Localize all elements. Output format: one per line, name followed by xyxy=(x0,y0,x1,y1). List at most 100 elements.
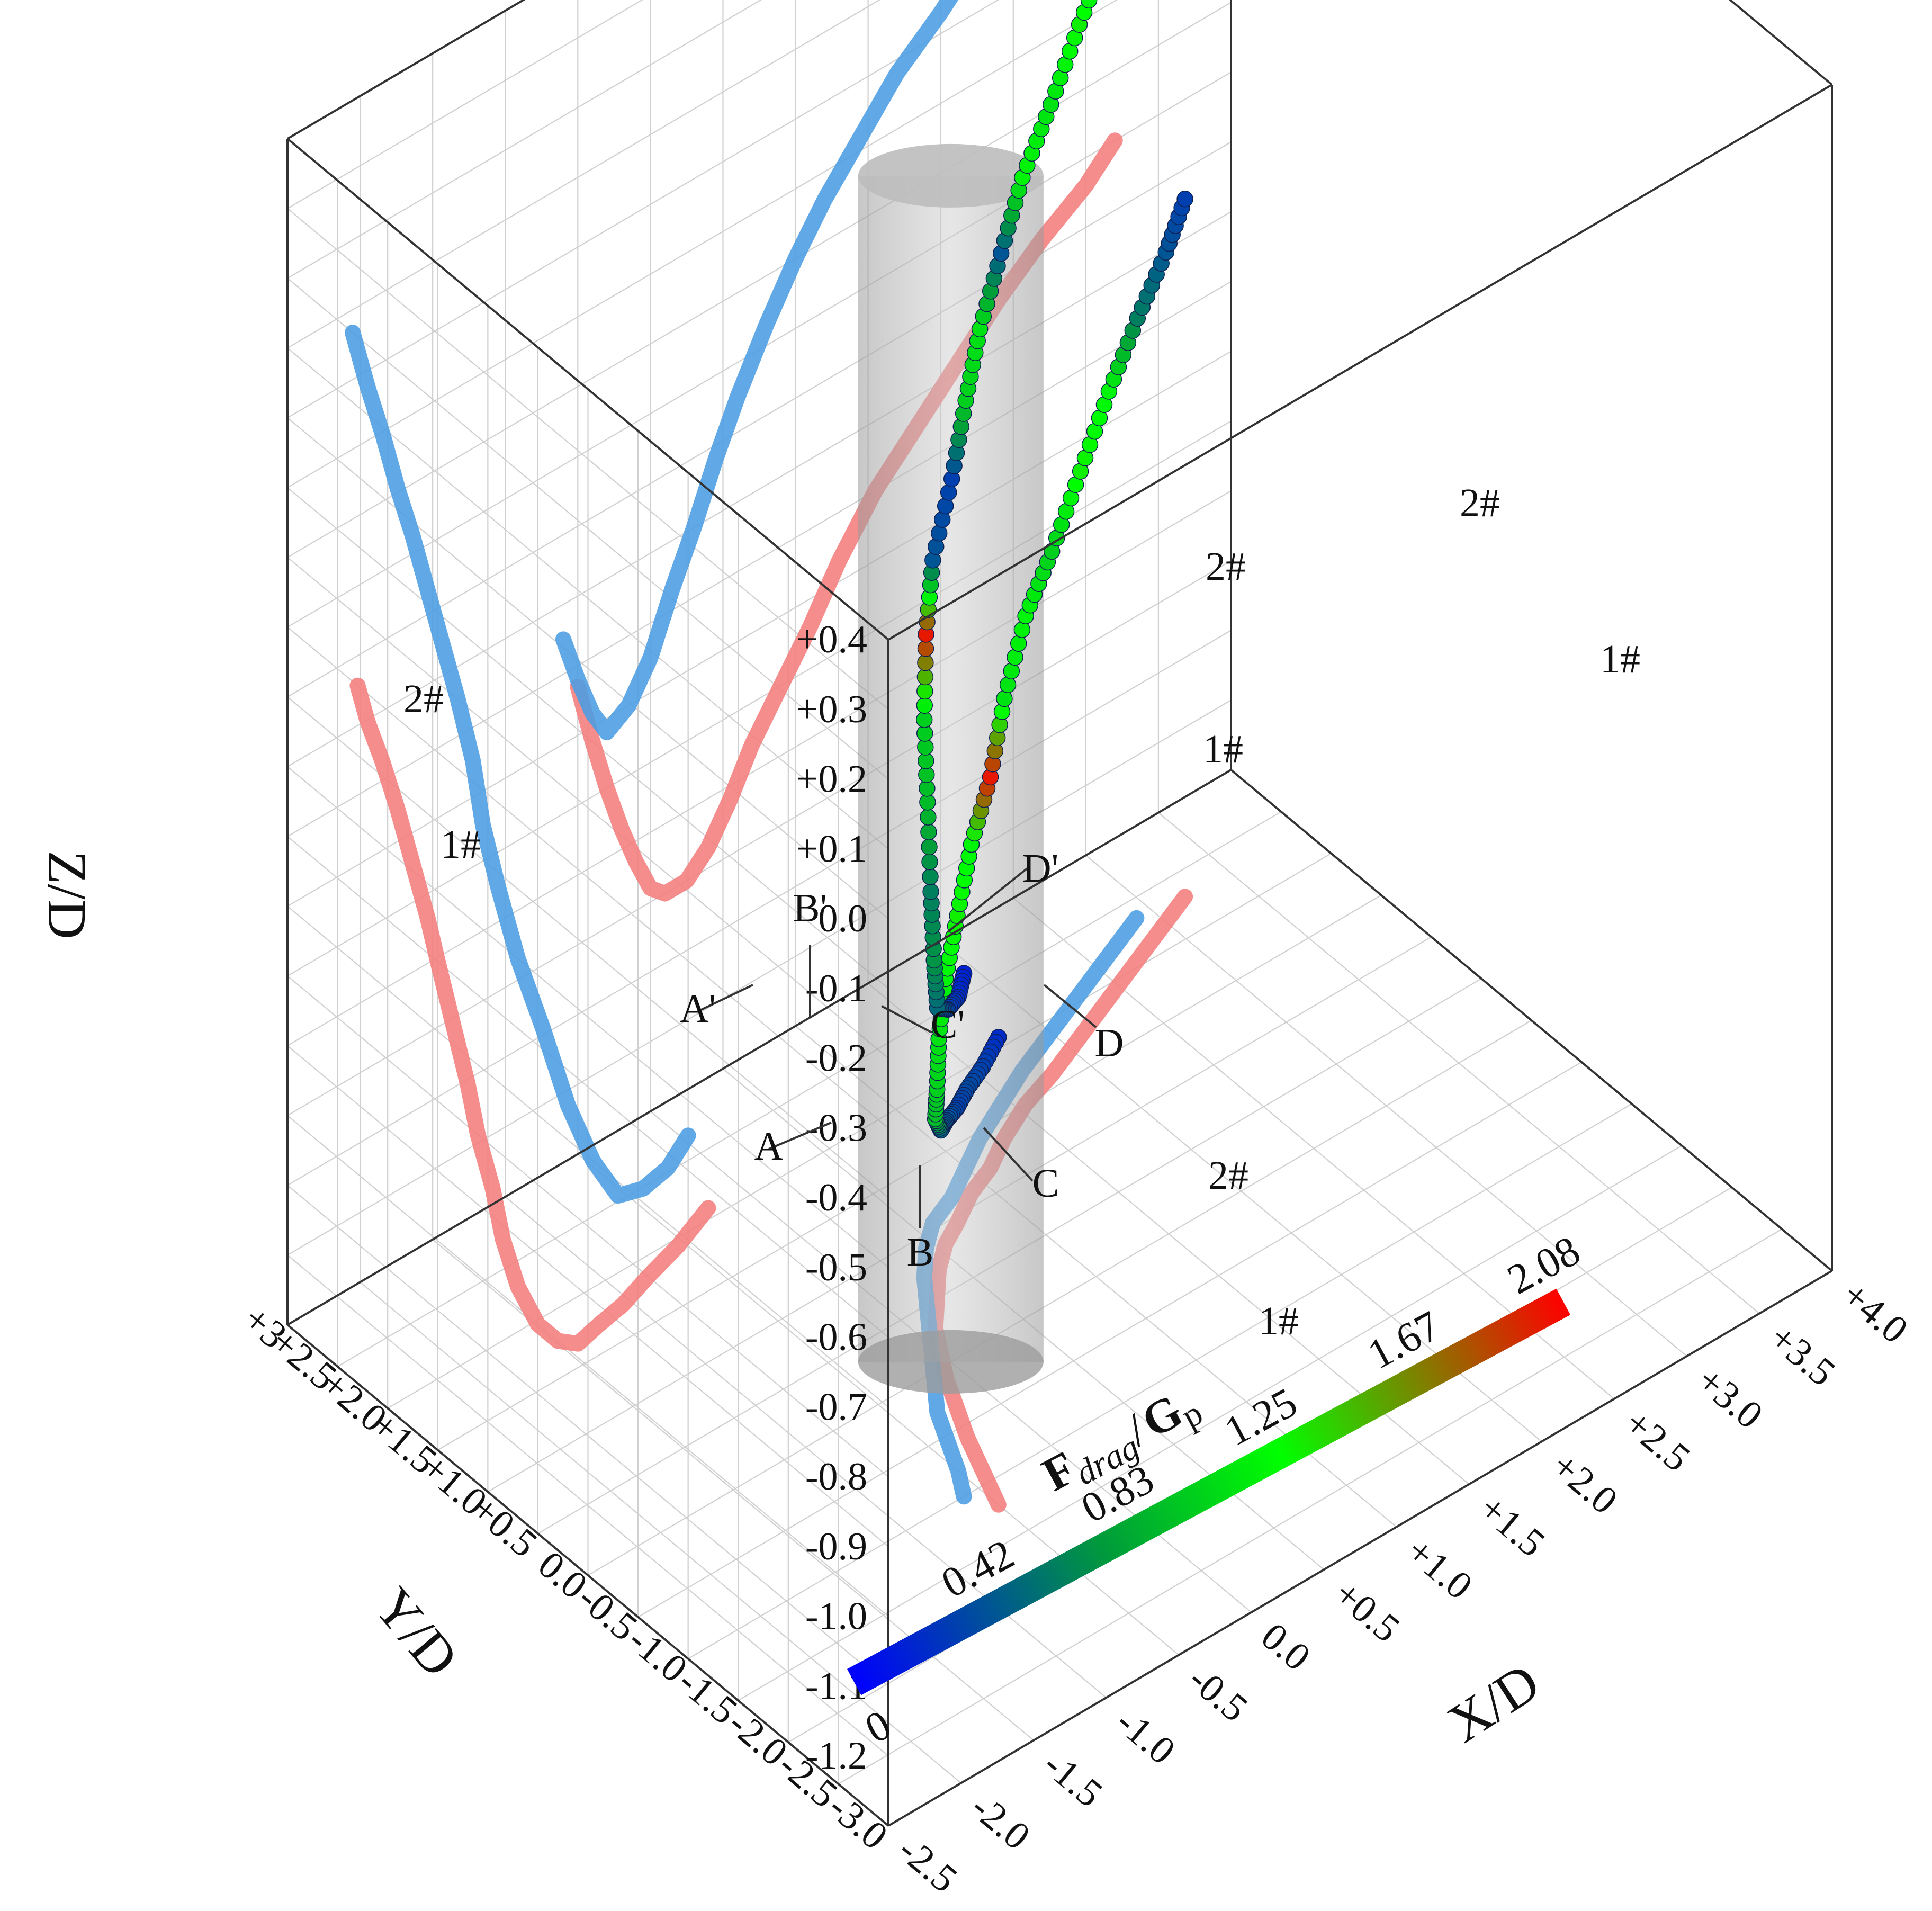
grid-line xyxy=(688,1103,1632,1659)
grid-line xyxy=(287,766,889,1268)
z-tick-label: -0.9 xyxy=(805,1525,867,1568)
annotation-label: C' xyxy=(931,1002,965,1047)
grid-line xyxy=(287,836,889,1338)
trajectory-point-2 xyxy=(924,552,941,569)
annotations: A B C D A' B' C' D' 1# 2# 1# 2# 1# 2# 1# 2# xyxy=(403,481,1640,1343)
grid-line xyxy=(287,557,889,1059)
x-tick-label: 0.0 xyxy=(1253,1614,1318,1679)
cylinder xyxy=(858,143,1044,1394)
trajectory-point-2 xyxy=(921,853,938,871)
annotation-label: 2# xyxy=(1208,1153,1248,1198)
trajectory-point-2 xyxy=(917,654,934,671)
x-tick-label: +0.5 xyxy=(1326,1572,1408,1651)
trajectory-point-1 xyxy=(1176,190,1193,208)
box-edge xyxy=(887,84,1833,641)
annotation-label: 2# xyxy=(1206,544,1246,589)
trajectory-point-1 xyxy=(1003,662,1020,680)
box-edge xyxy=(286,1324,889,1827)
trajectory-point-2 xyxy=(916,668,934,686)
grid-line xyxy=(287,0,643,209)
annotation-leader xyxy=(1043,984,1097,1028)
grid-line xyxy=(287,417,889,919)
trajectory-point-2 xyxy=(1080,0,1098,9)
annotation-leader xyxy=(983,1127,1034,1182)
annotation-leader xyxy=(947,867,1028,933)
z-tick-label: -1.2 xyxy=(805,1734,867,1778)
annotation-label: D' xyxy=(1022,846,1059,891)
projection-yz-1 xyxy=(349,677,716,1352)
grid-line xyxy=(587,1020,1532,1576)
annotation-label: 2# xyxy=(1460,481,1500,525)
trajectory-point-1 xyxy=(1010,635,1027,652)
x-tick-label: -0.5 xyxy=(1180,1657,1255,1730)
grid-line xyxy=(637,1061,1582,1618)
box-edges xyxy=(286,0,1833,1827)
z-tick-label: -0.4 xyxy=(805,1176,867,1219)
annotation-label: 2# xyxy=(403,677,444,721)
annotation-label: A' xyxy=(680,986,716,1031)
trajectory-point-2 xyxy=(937,497,954,515)
trajectory-point-2 xyxy=(922,883,939,900)
x-tick-label: +2.5 xyxy=(1616,1401,1699,1480)
z-tick-label: 0.0 xyxy=(819,897,868,940)
cylinder-top xyxy=(858,143,1044,208)
trajectory-point-2 xyxy=(940,484,957,501)
annotation-leader xyxy=(881,1005,932,1034)
grid-line xyxy=(287,0,999,419)
annotation-label: B xyxy=(907,1230,934,1275)
x-tick-label: +3.5 xyxy=(1761,1316,1844,1395)
box-edge xyxy=(286,0,526,140)
trajectory-point-2 xyxy=(933,511,951,528)
trajectories-3d xyxy=(915,0,1193,1139)
y-axis-title: Y/D xyxy=(363,1576,470,1688)
box-edge xyxy=(887,1270,1833,1827)
trajectory-point-2 xyxy=(915,711,933,728)
grid-line xyxy=(287,1045,889,1547)
grid-line xyxy=(287,630,1232,1186)
grid-line xyxy=(287,0,880,349)
annotation-label: 1# xyxy=(1600,637,1640,681)
grid-line xyxy=(287,0,1118,488)
annotation-label: 1# xyxy=(1259,1299,1299,1343)
grid-line xyxy=(287,277,889,780)
grid-line xyxy=(337,811,1282,1367)
grid-line xyxy=(287,1185,889,1687)
cylinder-bottom xyxy=(858,1330,1044,1394)
annotation-label: C xyxy=(1032,1161,1059,1206)
z-tick-label: -1.0 xyxy=(805,1595,867,1638)
z-tick-label: -0.6 xyxy=(805,1316,867,1359)
trajectory-point-2 xyxy=(920,823,937,840)
trajectory-point-1 xyxy=(1013,621,1031,638)
grid-line xyxy=(287,208,889,710)
annotation-label: 1# xyxy=(441,822,481,867)
z-tick-label: +0.4 xyxy=(796,618,867,661)
trajectory-point-2 xyxy=(921,838,938,856)
projection-yz-2 xyxy=(345,325,696,1204)
grid-line xyxy=(287,281,1232,837)
grid-line xyxy=(738,1145,1682,1701)
trajectory-point-2 xyxy=(917,640,934,657)
x-tick-label: +1.0 xyxy=(1398,1529,1481,1608)
z-tick-label: +0.2 xyxy=(796,758,867,801)
trajectory-point-1 xyxy=(1007,649,1023,666)
annotation-label: B' xyxy=(793,886,827,930)
annotation-label: A xyxy=(754,1124,784,1169)
x-tick-label: -2.0 xyxy=(963,1786,1038,1859)
box-edge xyxy=(1728,0,1833,86)
grid-line xyxy=(287,490,1232,1046)
z-tick-label: -0.3 xyxy=(805,1106,867,1150)
z-axis-title: Z/D xyxy=(37,850,97,939)
trajectory-point-2 xyxy=(920,809,937,826)
grid-line xyxy=(838,1228,1782,1785)
trajectory-point-2 xyxy=(916,683,933,700)
x-tick-label: +3.0 xyxy=(1688,1358,1771,1437)
z-tick-label: -0.8 xyxy=(805,1455,867,1499)
box-edge xyxy=(286,769,1232,1326)
x-axis-title: X/D xyxy=(1437,1652,1550,1754)
projections-layer xyxy=(345,0,1193,1513)
grid-line xyxy=(287,975,889,1478)
grid-line xyxy=(287,141,1232,698)
trajectory-point-2 xyxy=(916,697,933,714)
grid-line xyxy=(287,351,1232,907)
